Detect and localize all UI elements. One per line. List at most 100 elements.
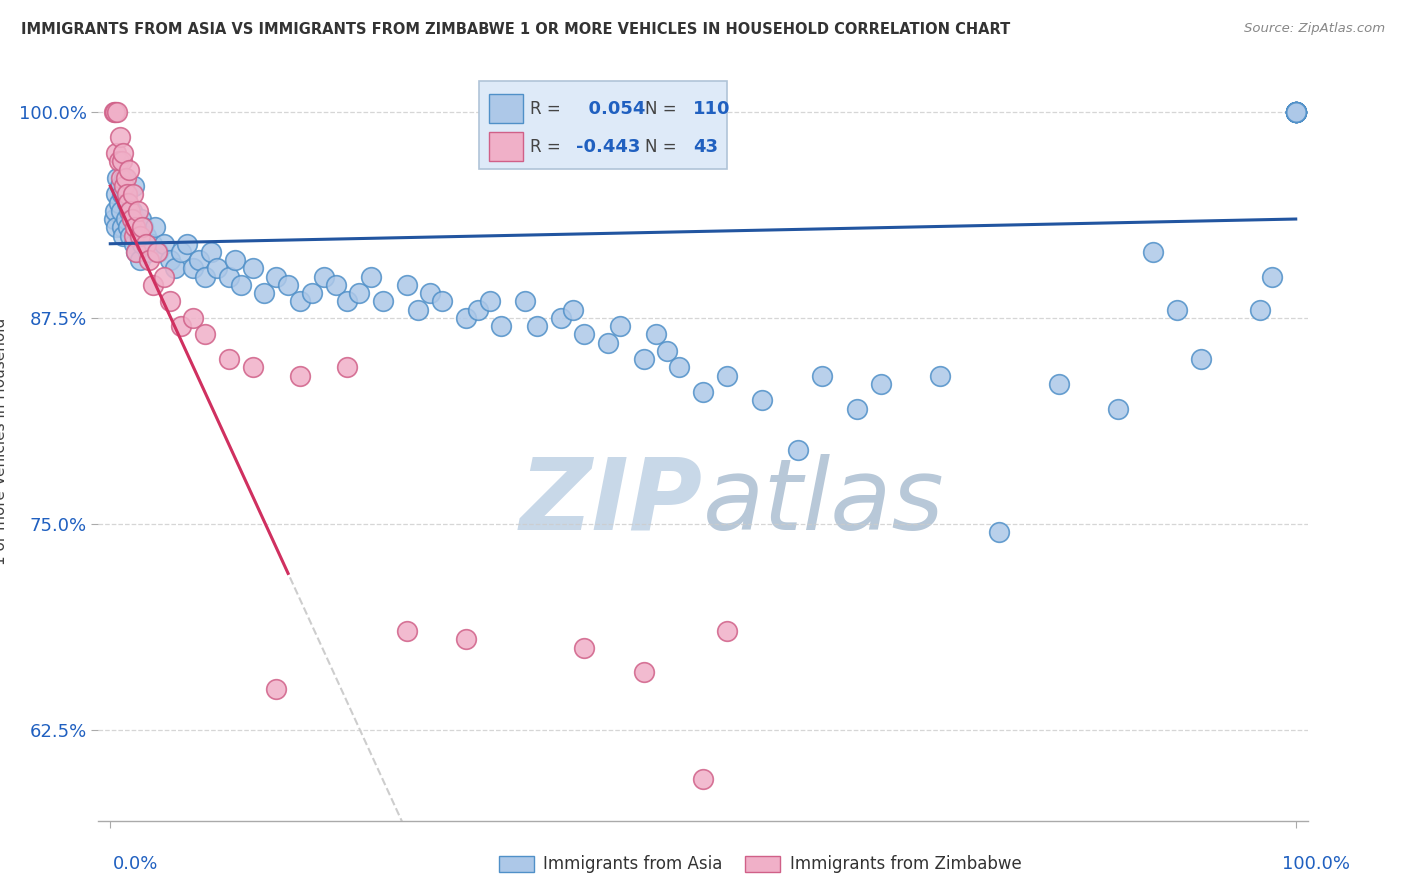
Point <box>716 368 738 383</box>
Point <box>1285 104 1308 119</box>
Point <box>419 286 441 301</box>
Point <box>111 187 134 202</box>
Point <box>131 220 153 235</box>
Text: ZIP: ZIP <box>520 454 703 550</box>
Point <box>131 236 153 251</box>
Point <box>347 286 370 301</box>
Point <box>598 335 620 350</box>
Point <box>432 294 454 309</box>
Text: R =: R = <box>530 100 561 118</box>
Point <box>277 277 299 292</box>
Point <box>108 179 131 194</box>
Point <box>170 319 193 334</box>
Text: 100.0%: 100.0% <box>1282 855 1350 872</box>
Point <box>1285 104 1308 119</box>
Point <box>1285 104 1308 119</box>
Point <box>1142 244 1164 259</box>
Point <box>103 104 125 119</box>
Point <box>104 104 127 119</box>
Point <box>1189 352 1212 367</box>
Point <box>253 286 276 301</box>
Point <box>120 228 142 243</box>
Point <box>336 360 359 375</box>
Point <box>127 220 149 235</box>
Point <box>181 310 204 325</box>
Point <box>165 261 187 276</box>
Point <box>136 244 159 259</box>
Point <box>121 212 143 227</box>
Point <box>491 319 513 334</box>
Point <box>467 302 489 317</box>
Point <box>810 368 832 383</box>
Point <box>121 203 143 218</box>
Point <box>117 195 139 210</box>
Point <box>128 228 150 243</box>
Point <box>159 253 181 268</box>
Point <box>692 385 714 400</box>
Point <box>336 294 359 309</box>
Point <box>574 327 596 342</box>
Point <box>107 195 129 210</box>
Point <box>142 277 165 292</box>
Point <box>121 212 143 227</box>
Point <box>112 146 135 161</box>
Point <box>118 162 141 177</box>
Text: R =: R = <box>530 137 561 155</box>
Point <box>205 261 228 276</box>
Y-axis label: 1 or more Vehicles in Household: 1 or more Vehicles in Household <box>0 318 7 566</box>
Point <box>104 203 127 218</box>
Point <box>145 244 167 259</box>
Point <box>1285 104 1308 119</box>
Point <box>107 154 129 169</box>
Point <box>105 170 128 185</box>
Text: 0.0%: 0.0% <box>112 855 157 872</box>
Point <box>1285 104 1308 119</box>
Text: 0.054: 0.054 <box>576 100 645 118</box>
Text: N =: N = <box>645 137 676 155</box>
Bar <box>489 132 523 161</box>
Point <box>115 195 138 210</box>
Point <box>122 228 145 243</box>
Point <box>288 368 311 383</box>
Point <box>188 253 211 268</box>
Point <box>288 294 311 309</box>
Point <box>114 179 136 194</box>
Point <box>152 269 174 284</box>
Point <box>135 228 157 243</box>
Point <box>988 525 1011 540</box>
Text: IMMIGRANTS FROM ASIA VS IMMIGRANTS FROM ZIMBABWE 1 OR MORE VEHICLES IN HOUSEHOLD: IMMIGRANTS FROM ASIA VS IMMIGRANTS FROM … <box>21 22 1011 37</box>
Point <box>105 146 128 161</box>
Point <box>194 327 217 342</box>
Point <box>301 286 323 301</box>
Point <box>668 360 690 375</box>
Point <box>111 154 134 169</box>
Point <box>200 244 222 259</box>
Point <box>124 220 146 235</box>
Point <box>478 294 501 309</box>
Point <box>1285 104 1308 119</box>
Text: atlas: atlas <box>703 454 945 550</box>
FancyBboxPatch shape <box>479 81 727 169</box>
Point <box>112 228 135 243</box>
Text: 110: 110 <box>693 100 731 118</box>
Point <box>224 253 246 268</box>
Point <box>1285 104 1308 119</box>
Point <box>1285 104 1308 119</box>
Point <box>114 170 136 185</box>
Point <box>110 170 132 185</box>
Point <box>515 294 537 309</box>
Point <box>132 220 155 235</box>
Point <box>1285 104 1308 119</box>
Point <box>242 360 264 375</box>
Point <box>194 269 217 284</box>
Point <box>181 261 204 276</box>
Point <box>264 681 287 696</box>
Point <box>159 294 181 309</box>
Point <box>138 253 160 268</box>
Point <box>1285 104 1308 119</box>
Point <box>143 220 166 235</box>
Point <box>152 236 174 251</box>
Point <box>526 319 548 334</box>
Point <box>1285 104 1308 119</box>
Point <box>1249 302 1271 317</box>
